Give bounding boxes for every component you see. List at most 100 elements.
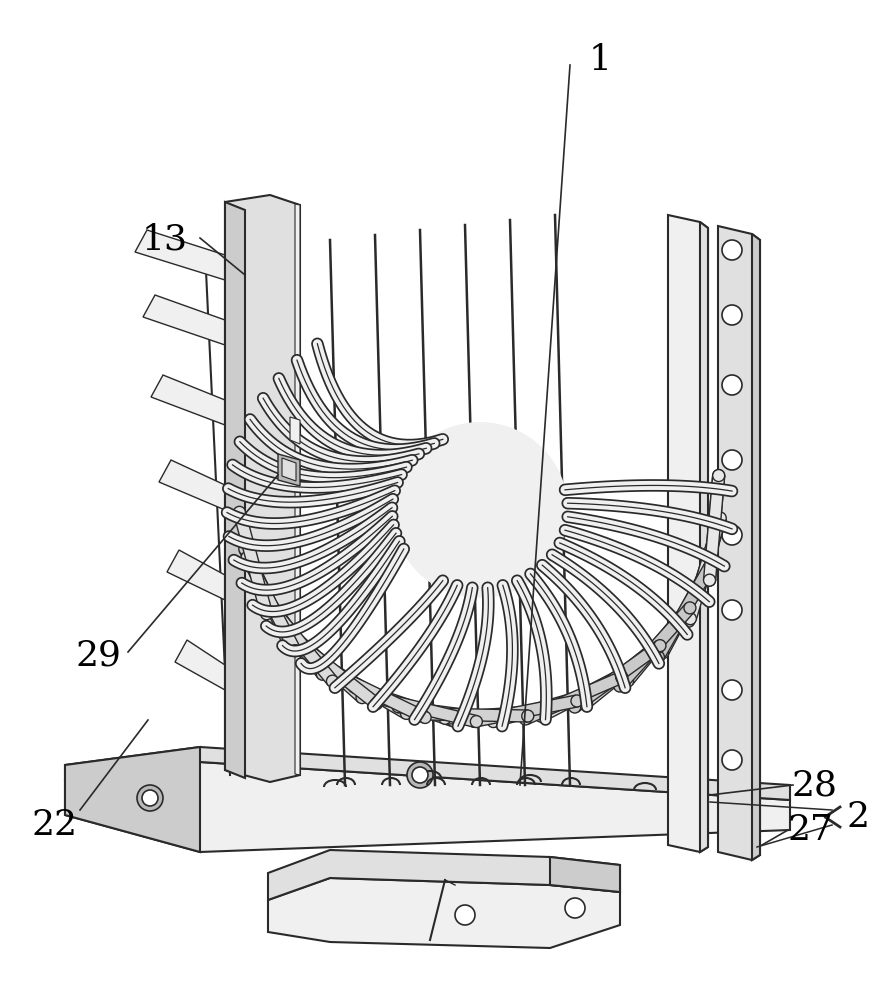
Text: 28: 28 xyxy=(792,768,838,802)
Circle shape xyxy=(580,697,592,709)
Polygon shape xyxy=(718,226,760,860)
Circle shape xyxy=(656,647,668,659)
Circle shape xyxy=(722,375,742,395)
Polygon shape xyxy=(523,672,624,724)
Polygon shape xyxy=(538,663,637,722)
Polygon shape xyxy=(268,850,620,900)
Circle shape xyxy=(520,713,531,725)
Circle shape xyxy=(712,470,724,482)
Circle shape xyxy=(722,750,742,770)
Circle shape xyxy=(616,671,627,683)
Polygon shape xyxy=(583,632,672,707)
Circle shape xyxy=(682,809,698,825)
Circle shape xyxy=(613,680,626,692)
Polygon shape xyxy=(444,705,550,724)
Circle shape xyxy=(288,633,300,645)
Circle shape xyxy=(416,708,429,720)
Circle shape xyxy=(704,574,716,586)
Polygon shape xyxy=(234,511,272,615)
Polygon shape xyxy=(278,454,300,486)
Circle shape xyxy=(239,543,251,555)
Circle shape xyxy=(254,584,266,596)
Text: 13: 13 xyxy=(142,223,188,257)
Circle shape xyxy=(326,675,339,687)
Polygon shape xyxy=(65,762,790,852)
Polygon shape xyxy=(151,375,225,425)
Text: 1: 1 xyxy=(589,43,612,77)
Circle shape xyxy=(522,710,534,722)
Polygon shape xyxy=(240,547,295,647)
Circle shape xyxy=(455,905,475,925)
Polygon shape xyxy=(657,557,718,656)
Circle shape xyxy=(565,898,585,918)
Polygon shape xyxy=(313,655,410,719)
Circle shape xyxy=(722,305,742,325)
Polygon shape xyxy=(268,878,620,948)
Circle shape xyxy=(569,701,581,713)
Polygon shape xyxy=(261,596,337,685)
Polygon shape xyxy=(683,519,725,623)
Polygon shape xyxy=(135,230,225,280)
Circle shape xyxy=(392,701,404,713)
Circle shape xyxy=(704,560,717,572)
Circle shape xyxy=(317,668,328,680)
Circle shape xyxy=(325,666,337,678)
Circle shape xyxy=(142,790,158,806)
Polygon shape xyxy=(282,458,296,481)
Circle shape xyxy=(448,715,459,727)
Circle shape xyxy=(722,600,742,620)
Polygon shape xyxy=(473,695,578,727)
Circle shape xyxy=(401,707,412,719)
Polygon shape xyxy=(225,202,245,778)
Circle shape xyxy=(370,698,382,710)
Circle shape xyxy=(543,705,556,717)
Polygon shape xyxy=(175,640,225,690)
Circle shape xyxy=(419,711,431,723)
Circle shape xyxy=(368,691,381,703)
Circle shape xyxy=(704,574,716,586)
Circle shape xyxy=(392,422,568,598)
Polygon shape xyxy=(615,604,695,690)
Circle shape xyxy=(536,710,547,722)
Polygon shape xyxy=(143,295,225,345)
Polygon shape xyxy=(225,195,300,782)
Polygon shape xyxy=(255,586,327,678)
Circle shape xyxy=(496,714,508,726)
Polygon shape xyxy=(752,234,760,860)
Circle shape xyxy=(588,687,600,699)
Polygon shape xyxy=(159,460,225,510)
Circle shape xyxy=(487,716,500,728)
Circle shape xyxy=(439,712,451,724)
Polygon shape xyxy=(423,708,528,722)
Circle shape xyxy=(689,594,701,606)
Polygon shape xyxy=(353,681,456,727)
Text: 29: 29 xyxy=(75,638,121,672)
Polygon shape xyxy=(242,555,301,653)
Circle shape xyxy=(722,450,742,470)
Circle shape xyxy=(407,762,433,788)
Circle shape xyxy=(137,785,163,811)
Polygon shape xyxy=(167,550,225,600)
Polygon shape xyxy=(397,701,503,726)
Circle shape xyxy=(284,638,295,650)
Circle shape xyxy=(653,651,664,663)
Circle shape xyxy=(722,680,742,700)
Circle shape xyxy=(706,554,718,566)
Circle shape xyxy=(242,551,253,563)
Circle shape xyxy=(621,675,634,687)
Polygon shape xyxy=(550,857,620,892)
Text: 2: 2 xyxy=(846,800,870,834)
Polygon shape xyxy=(668,215,708,852)
Circle shape xyxy=(682,615,695,627)
Circle shape xyxy=(654,640,666,652)
Circle shape xyxy=(260,594,271,606)
Text: 27: 27 xyxy=(788,813,833,847)
Polygon shape xyxy=(653,563,716,660)
Circle shape xyxy=(571,695,583,707)
Circle shape xyxy=(722,240,742,260)
Polygon shape xyxy=(290,417,300,444)
Circle shape xyxy=(677,804,703,830)
Circle shape xyxy=(468,715,480,727)
Circle shape xyxy=(714,515,726,527)
Polygon shape xyxy=(373,691,478,727)
